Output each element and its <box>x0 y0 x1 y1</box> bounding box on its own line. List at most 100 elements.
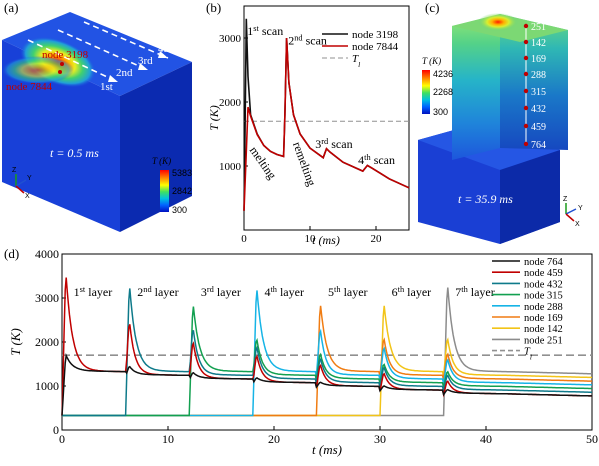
arrowhead-4 <box>175 41 185 48</box>
node-label-3198: node 3198 <box>42 49 89 61</box>
node-marker-315 <box>523 88 529 94</box>
panel-c-time: t = 35.9 ms <box>458 192 513 206</box>
scan-tracks <box>27 17 186 83</box>
chart-d-ytick-label: 3000 <box>35 291 59 305</box>
block-front-face <box>2 40 120 232</box>
chart-b-ytick-label: 2000 <box>219 97 242 109</box>
node-marker-169 <box>523 55 529 61</box>
scan-track-1 <box>27 39 119 83</box>
scan-arrowheads <box>108 41 185 82</box>
svg-text:Y: Y <box>27 175 32 182</box>
colorbar-a-min: 300 <box>172 205 187 215</box>
panel-a-label: (a) <box>4 0 18 15</box>
chart-d-legend-label: node 764 <box>524 257 564 268</box>
tower-right <box>500 14 568 150</box>
node-label-432: 432 <box>531 104 546 115</box>
chart-d-layer-label: 3rd layer <box>201 284 241 299</box>
svg-text:Y: Y <box>578 205 583 212</box>
node-marker-3198 <box>60 62 64 66</box>
svg-text:X: X <box>575 221 580 228</box>
chart-d-series-node-764 <box>61 353 592 416</box>
node-label-459: 459 <box>531 122 546 133</box>
chart-d-legend-label: node 251 <box>524 335 563 346</box>
node-marker-764 <box>523 141 529 147</box>
node-label-7844: node 7844 <box>6 81 53 93</box>
scan-label-4: 4th <box>158 43 173 55</box>
node-label-288: 288 <box>531 70 546 81</box>
node-marker-432 <box>523 105 529 111</box>
panel-d-label: (d) <box>4 246 19 261</box>
chart-b-xtick-label: 10 <box>305 233 317 245</box>
node-label-315: 315 <box>531 87 546 98</box>
panel-c: 251 142 169 288 315 432 459 764 t = 35.9 ms T (… <box>418 0 583 244</box>
chart-d-layer-label: 2nd layer <box>137 284 178 299</box>
node-marker-459 <box>523 123 529 129</box>
legend-title-a: T (K) <box>152 156 171 166</box>
chart-b-legend-label: Tl <box>352 53 360 69</box>
axis-triad-a: Z Y X <box>12 167 32 200</box>
chart-d-xtick-label: 50 <box>586 432 598 446</box>
colorbar-c-min: 300 <box>433 107 448 117</box>
chart-d-legend-label: node 169 <box>524 313 563 324</box>
chart-d-layer-label: 6th layer <box>392 284 432 299</box>
block-right-face <box>120 62 192 232</box>
chart-b-annotation: melting <box>247 144 280 182</box>
chart-d-xtick-label: 30 <box>374 432 386 446</box>
chart-d-series-node-251 <box>62 287 593 417</box>
node-label-764: 764 <box>531 140 546 151</box>
chart-d-frame <box>61 253 593 431</box>
chart-b-annotation: 3rd scan <box>315 137 352 152</box>
chart-d-layer-label: 7th layer <box>455 284 495 299</box>
svg-text:Z: Z <box>12 167 17 174</box>
colorbar-c-mid: 2268 <box>433 87 453 97</box>
scan-track-3 <box>83 21 169 59</box>
panel-a: 1st 2nd 3rd 4th node 3198 node 7844 t = … <box>2 0 192 232</box>
arrowhead-2 <box>138 63 148 70</box>
chart-d-xtick-label: 10 <box>162 432 174 446</box>
arrowhead-1 <box>108 75 118 82</box>
chart-d-ytick-label: 1000 <box>35 379 59 393</box>
panel-b: (b) 0 10 20 1000 2000 3000 1st scan 2nd scan 3r… <box>206 0 410 247</box>
colorbar-c <box>422 70 430 114</box>
melt-pool-c <box>478 13 518 31</box>
chart-b-annotation-group: melting <box>247 144 280 182</box>
chart-b-legend-label: node 3198 <box>352 29 399 41</box>
chart-d-legend-label: node 288 <box>524 302 563 313</box>
scan-track-4 <box>107 17 186 49</box>
chart-d-layer-label: 1st layer <box>74 284 113 299</box>
tower-front <box>452 14 500 160</box>
chart-d-layer-labels: 1st layer 2nd layer 3rd layer 4th layer 5th … <box>74 284 495 299</box>
chart-d-series-node-288 <box>62 290 593 417</box>
scan-label-1: 1st <box>100 81 113 93</box>
chart-b-xtick-label: 0 <box>241 233 247 245</box>
chart-d-legend-label: node 459 <box>524 268 563 279</box>
chart-b-ticks: 0 10 20 1000 2000 3000 <box>219 33 382 245</box>
node-marker-288 <box>523 71 529 77</box>
node-marker-251 <box>523 23 529 29</box>
chart-d-legend-label: node 432 <box>524 279 563 290</box>
chart-b-legend-label: node 7844 <box>352 41 399 53</box>
chart-b-xlabel: t (ms) <box>312 233 340 247</box>
chart-d-layer-label: 4th layer <box>264 284 304 299</box>
arrowhead-3 <box>158 51 168 58</box>
panel-d: (d) 0 10 20 30 40 50 0 1000 2000 3000 4000 1st lay… <box>4 246 598 457</box>
chart-d-xlabel: t (ms) <box>312 442 342 457</box>
chart-d-ytick-label: 2000 <box>35 335 59 349</box>
scan-label-2: 2nd <box>116 67 133 79</box>
chart-b-series-node-7844 <box>243 37 410 211</box>
chart-b-lines <box>243 18 410 211</box>
svg-text:Z: Z <box>563 196 568 203</box>
scan-label-3: 3rd <box>138 55 153 67</box>
chart-b-xtick-label: 20 <box>371 233 383 245</box>
axis-triad-c: Z Y X <box>563 196 583 228</box>
svg-text:X: X <box>25 193 30 200</box>
node-markers-c: 251 142 169 288 315 432 459 764 <box>523 22 546 151</box>
chart-d-ytick-label: 0 <box>53 423 59 437</box>
chart-b-annotation: 4th scan <box>358 153 395 168</box>
colorbar-a-mid: 2842 <box>172 186 192 196</box>
chart-d-xtick-label: 40 <box>480 432 492 446</box>
panel-b-label: (b) <box>206 0 221 15</box>
chart-d-ylabel: T (K) <box>8 328 23 356</box>
